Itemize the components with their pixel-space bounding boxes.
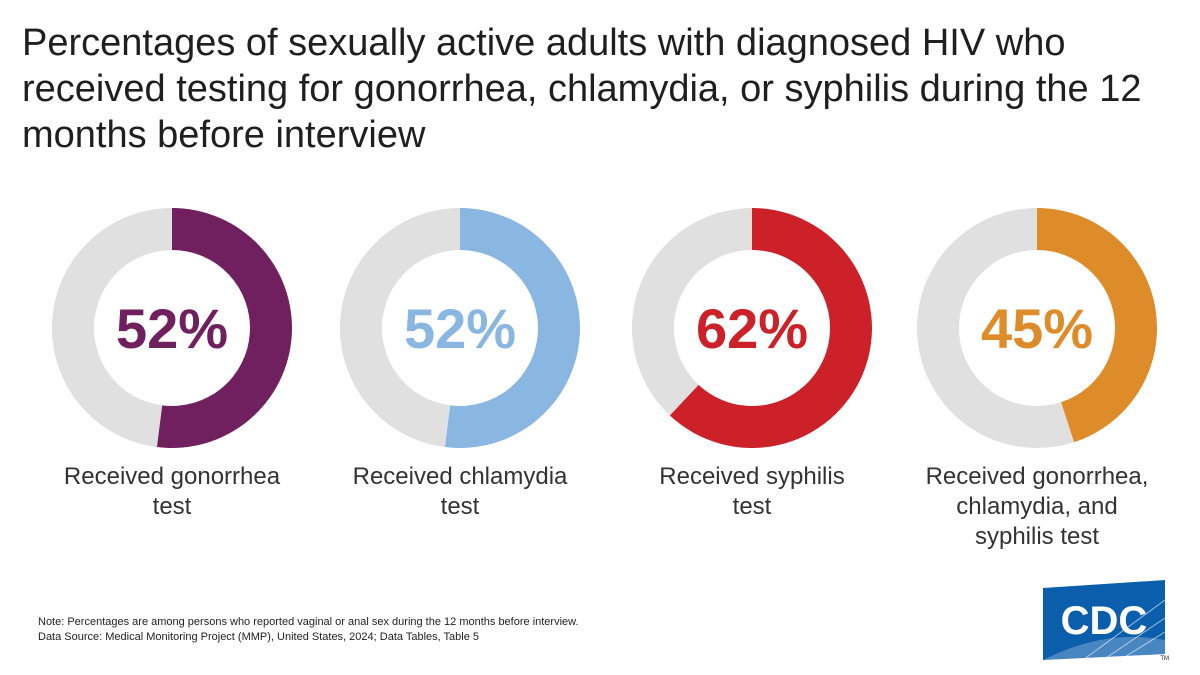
donut-category-label-line: Received syphilis <box>659 463 845 490</box>
donut-category-label-line: chlamydia, and <box>956 493 1118 520</box>
donut-remainder-slice <box>632 208 752 416</box>
donut-value-label: 45% <box>981 297 1093 360</box>
donut-chart-3: 62% <box>632 208 873 448</box>
donut-category-label-line: Received gonorrhea <box>63 463 281 490</box>
donut-category-label: Received gonorrhea, chlamydia, and syphili… <box>902 462 1172 552</box>
donut-value-slice <box>1037 208 1157 443</box>
chart-title: Percentages of sexually active adults wi… <box>22 22 1142 156</box>
cdc-logo-mark: TM <box>1160 656 1169 662</box>
donut-category-label-line: test <box>440 493 480 520</box>
donut-category-label: Received chlamydia test <box>325 462 595 522</box>
donut-chart-1: 52% <box>51 208 292 448</box>
donut-value-slice <box>669 208 873 448</box>
donut-remainder-slice <box>917 208 1075 448</box>
donut-value-label: 62% <box>696 297 808 360</box>
note-text: Note: Percentages are among persons who … <box>38 616 579 628</box>
donut-value-label: 52% <box>404 297 516 360</box>
source-text: Data Source: Medical Monitoring Project … <box>38 631 480 643</box>
footnotes: Note: Percentages are among persons who … <box>38 615 579 645</box>
donut-category-label: Received gonorrhea test <box>37 462 307 522</box>
donut-value-slice <box>156 208 292 448</box>
donut-remainder-slice <box>51 208 172 448</box>
donut-chart-4: 45% <box>917 208 1157 448</box>
cdc-logo: CDC TM <box>1043 580 1169 662</box>
donut-value-slice <box>444 208 580 448</box>
donut-category-label-line: test <box>152 493 192 520</box>
donut-remainder-slice <box>339 208 460 448</box>
donut-category-label: Received syphilis test <box>617 462 887 522</box>
donut-value-label: 52% <box>116 297 228 360</box>
donut-category-label-line: Received gonorrhea, <box>925 463 1149 490</box>
donut-category-label-line: Received chlamydia <box>352 463 568 490</box>
donut-chart-2: 52% <box>339 208 580 448</box>
donut-category-label-line: syphilis test <box>974 523 1100 550</box>
cdc-logo-text: CDC <box>1061 599 1148 643</box>
donut-category-label-line: test <box>732 493 772 520</box>
